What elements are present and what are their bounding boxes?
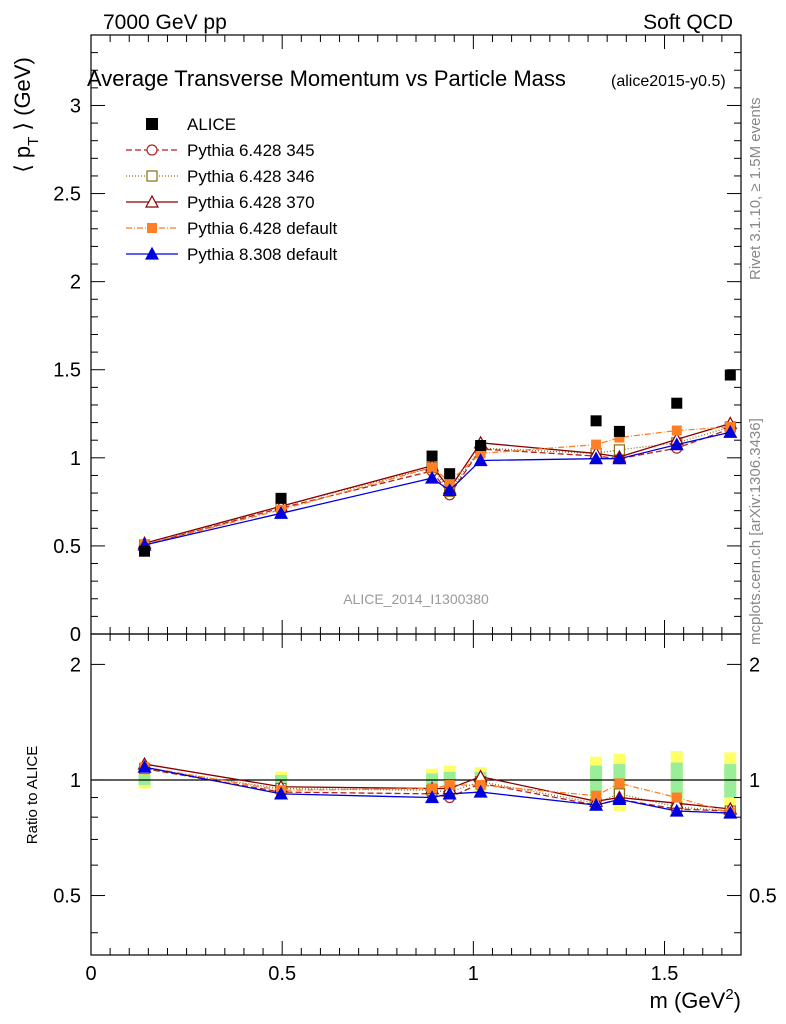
ratio-y-tick-label-right: 2 <box>749 654 760 676</box>
main-data-point <box>612 451 627 465</box>
ylabel-sub: T <box>25 137 42 146</box>
ratio-y-tick-label: 2 <box>70 654 81 676</box>
ratio-y-tick-label-right: 0.5 <box>749 886 777 908</box>
ratio-y-tick-label: 1 <box>70 770 81 792</box>
main-data-point <box>671 397 683 409</box>
legend-label: Pythia 6.428 370 <box>187 193 315 212</box>
main-data-point <box>473 453 488 467</box>
main-data-point <box>589 451 604 465</box>
legend-marker <box>146 144 158 156</box>
x-tick-label: 0.5 <box>268 963 296 985</box>
y-tick-label: 2.5 <box>53 184 81 206</box>
ratio-band-green <box>724 764 737 798</box>
main-data-point <box>442 483 457 497</box>
main-data-point <box>614 432 625 443</box>
ratio-data-point <box>442 786 457 800</box>
main-data-point <box>671 425 682 436</box>
ylabel-part1: ⟨ p <box>10 146 35 173</box>
main-data-point <box>425 470 440 484</box>
main-series-line <box>144 428 731 546</box>
chart-title: Average Transverse Momentum vs Particle … <box>87 66 566 91</box>
ratio-data-point <box>589 797 604 811</box>
y-tick-label: 2 <box>70 272 81 294</box>
main-data-point <box>669 437 684 451</box>
xlabel-part1: m (GeV <box>650 988 726 1013</box>
ratio-data-point <box>427 783 438 794</box>
legend-marker <box>146 170 158 182</box>
x-tick-label: 0 <box>85 963 96 985</box>
ratio-data-point <box>671 792 682 803</box>
main-data-point <box>724 369 736 381</box>
header-right: Soft QCD <box>643 11 733 34</box>
y-tick-label: 0.5 <box>53 536 81 558</box>
main-series-line <box>144 431 731 546</box>
main-data-point <box>590 415 602 427</box>
main-data-point <box>274 506 289 519</box>
analysis-watermark: ALICE_2014_I1300380 <box>343 591 489 607</box>
main-data-point <box>427 462 438 473</box>
main-data-point <box>139 545 151 557</box>
xlabel-sup: 2 <box>725 986 733 1003</box>
x-tick-label: 1 <box>468 963 479 985</box>
legend-label: Pythia 6.428 346 <box>187 167 315 186</box>
main-data-point <box>444 468 456 480</box>
y-tick-label: 1.5 <box>53 360 81 382</box>
main-data-point <box>723 425 738 438</box>
main-y-axis-label: ⟨ pT ⟩ (GeV) <box>10 57 42 173</box>
y-tick-label: 0 <box>70 624 81 646</box>
legend-marker <box>144 194 160 208</box>
legend-label: Pythia 6.428 345 <box>187 141 315 160</box>
ratio-band-green <box>670 762 683 800</box>
x-axis-label: m (GeV2) <box>650 986 741 1013</box>
ratio-data-point <box>591 790 602 801</box>
x-tick-label: 1.5 <box>651 963 679 985</box>
rivet-label: Rivet 3.1.10, ≥ 1.5M events <box>747 98 764 281</box>
legend-label: Pythia 6.428 default <box>187 219 338 238</box>
main-data-point <box>591 439 602 450</box>
ratio-data-point <box>137 759 152 773</box>
legend-marker <box>147 223 157 233</box>
ratio-y-tick-label: 0.5 <box>53 886 81 908</box>
ratio-data-point <box>444 780 455 791</box>
ratio-data-point <box>612 792 627 805</box>
ratio-data-point <box>669 803 684 817</box>
main-data-point <box>426 450 438 462</box>
ylabel-part2: ⟩ (GeV) <box>10 57 35 136</box>
legend-marker <box>146 118 158 130</box>
ratio-data-point <box>473 784 488 798</box>
xlabel-part2: ) <box>734 988 741 1013</box>
header-left: 7000 GeV pp <box>103 11 227 34</box>
legend-marker <box>144 246 160 260</box>
main-series-line <box>144 426 731 546</box>
mcplots-label: mcplots.cern.ch [arXiv:1306.3436] <box>747 418 764 645</box>
ratio-y-tick-label-right: 1 <box>749 770 760 792</box>
ratio-data-point <box>425 790 440 804</box>
legend-label: ALICE <box>187 115 236 134</box>
chart-marks: 0 0.5 1 1.5 0 0.5 1 1.5 2 2.5 3 0.5 0.5 1 1 2 2 ALICE Pyth… <box>53 34 777 985</box>
ratio-plot-frame <box>90 633 742 956</box>
main-data-point <box>444 476 455 487</box>
ratio-data-point <box>274 786 289 800</box>
y-tick-label: 1 <box>70 448 81 470</box>
main-data-point <box>475 439 487 451</box>
main-data-point <box>275 492 287 504</box>
chart-subtitle: (alice2015-y0.5) <box>611 73 726 90</box>
ratio-data-point <box>723 805 738 819</box>
legend-label: Pythia 8.308 default <box>187 245 338 264</box>
main-series-line <box>144 426 731 546</box>
ratio-y-axis-label: Ratio to ALICE <box>24 746 41 844</box>
ratio-data-point <box>614 778 625 789</box>
main-data-point <box>613 425 625 437</box>
ratio-band-green <box>590 765 603 796</box>
y-tick-label: 3 <box>70 95 81 117</box>
